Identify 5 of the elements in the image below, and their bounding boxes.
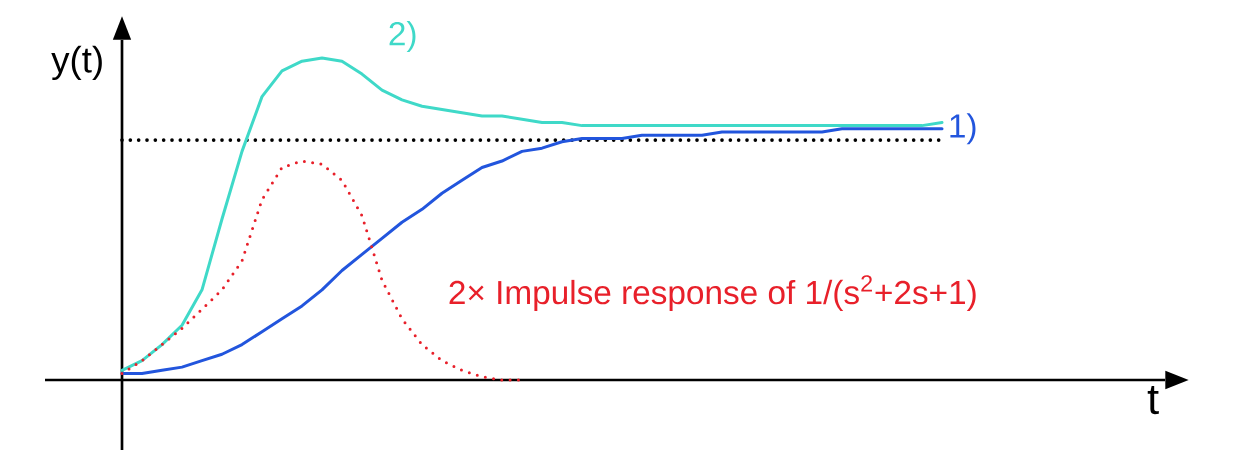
series-label: 1) bbox=[950, 113, 976, 145]
series-label: 2× Impulse response of 1/(s$^{2}$+2s+1) bbox=[449, 275, 976, 311]
x-axis-title: t bbox=[1147, 385, 1159, 415]
series-label: 2) bbox=[389, 21, 416, 53]
y-axis-title: y(t) bbox=[51, 45, 102, 81]
